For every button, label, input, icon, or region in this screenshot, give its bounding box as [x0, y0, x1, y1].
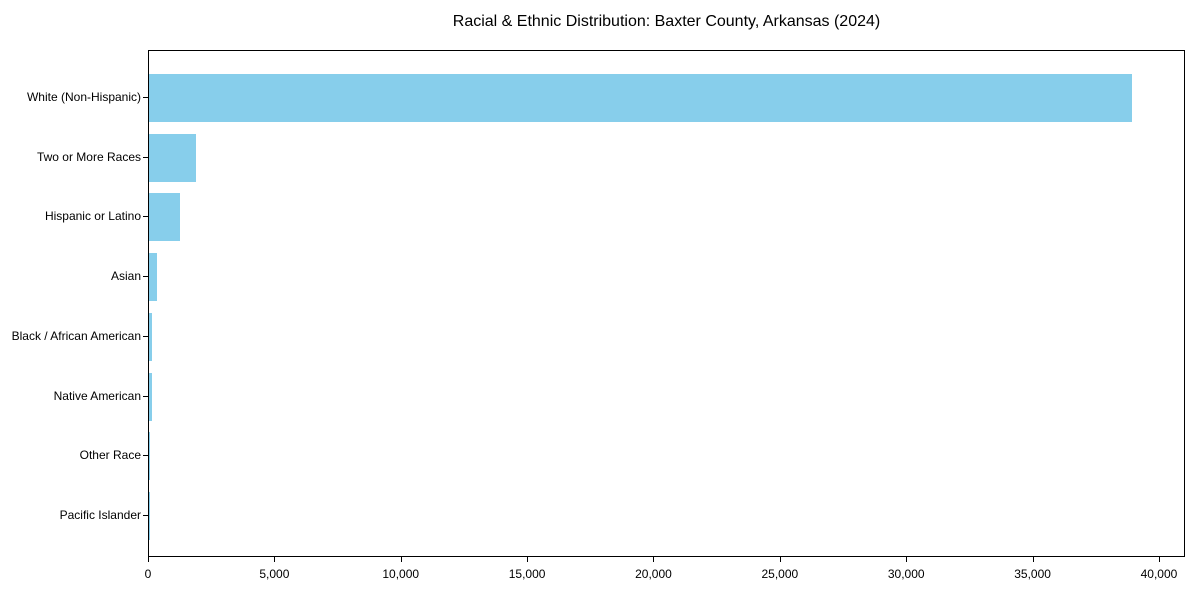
x-tick: [906, 557, 908, 562]
y-tick: [143, 276, 148, 278]
bar: [149, 312, 153, 361]
x-tick-label: 5,000: [259, 567, 290, 581]
x-tick-label: 30,000: [887, 567, 925, 581]
bar: [149, 193, 180, 242]
y-tick: [143, 395, 148, 397]
y-axis-label: Other Race: [79, 448, 141, 463]
y-axis-label: Pacific Islander: [59, 507, 141, 522]
x-tick-label: 25,000: [761, 567, 799, 581]
x-tick-label: 20,000: [635, 567, 672, 581]
x-tick-label: 35,000: [1014, 567, 1051, 581]
chart-title: Racial & Ethnic Distribution: Baxter Cou…: [452, 13, 881, 30]
y-tick: [143, 455, 148, 457]
y-tick: [143, 97, 148, 98]
y-tick: [143, 156, 148, 158]
y-axis-label: Native American: [53, 388, 141, 403]
x-tick: [1032, 557, 1034, 562]
x-tick-label: 15,000: [508, 567, 546, 581]
y-axis-label: White (Non-Hispanic): [26, 90, 141, 104]
bar: [149, 253, 157, 302]
y-axis-label: Hispanic or Latino: [44, 209, 141, 224]
x-tick-label: 40,000: [1140, 567, 1178, 581]
x-tick: [527, 557, 529, 562]
y-axis-label: Two or More Races: [36, 149, 141, 164]
x-tick: [400, 557, 402, 562]
x-tick: [274, 557, 276, 562]
y-axis-label: Asian: [110, 269, 141, 284]
y-axis-label: Black / African American: [11, 328, 141, 343]
x-tick: [1158, 557, 1160, 562]
x-tick: [148, 557, 149, 562]
y-tick: [143, 216, 148, 218]
bar: [149, 372, 153, 421]
x-tick-label: 0: [144, 567, 152, 581]
bar: [149, 432, 150, 481]
y-tick: [143, 514, 148, 516]
x-tick-label: 10,000: [382, 567, 420, 581]
plot-area: [148, 50, 1185, 557]
x-tick: [779, 557, 781, 562]
y-tick: [143, 335, 148, 337]
x-tick: [653, 557, 655, 562]
bar: [149, 133, 196, 182]
bar: [149, 74, 1133, 122]
